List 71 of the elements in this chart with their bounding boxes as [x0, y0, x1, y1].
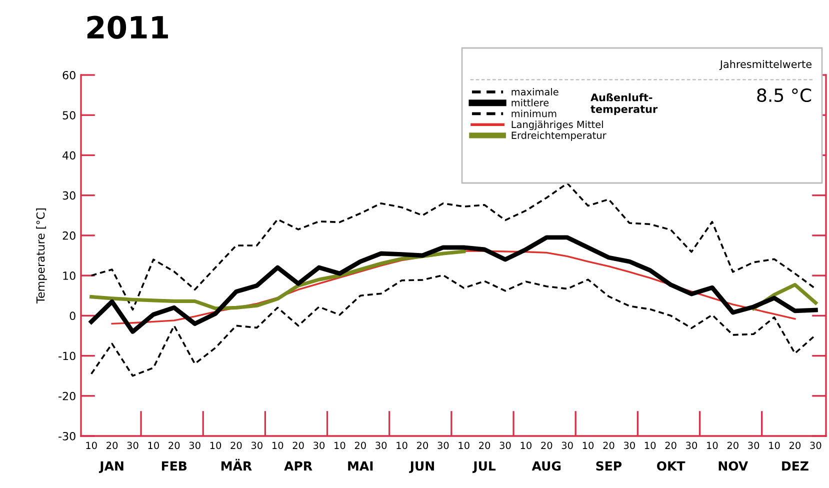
- line-series: [90, 182, 817, 311]
- line-series: [89, 235, 818, 334]
- x-tick-label: 10: [210, 442, 222, 450]
- text: OKT: [656, 461, 686, 471]
- x-tick-label: 30: [810, 442, 822, 450]
- text: DEZ: [782, 461, 808, 470]
- y-axis-title: Temperature [°C]: [36, 208, 47, 304]
- y-tick-label: 10: [63, 272, 76, 280]
- x-tick-label: 20: [230, 442, 242, 450]
- x-tick-label: 10: [148, 442, 159, 450]
- text: NOV: [718, 461, 748, 471]
- legend-label: maximale: [512, 88, 558, 96]
- annotation: 8.5 °C: [757, 88, 812, 102]
- y-tick-label: 30: [62, 191, 76, 200]
- x-tick-label: 10: [458, 442, 470, 450]
- x-tick-label: 10: [396, 442, 408, 450]
- x-tick-label: 10: [707, 442, 718, 450]
- line-series: [90, 274, 817, 377]
- x-tick-label: 10: [520, 442, 532, 450]
- y-tick-label: -30: [58, 432, 76, 440]
- legend-label: mittlere: [512, 98, 549, 106]
- x-tick-label: 10: [86, 442, 97, 450]
- x-tick-label: 10: [272, 442, 284, 450]
- text: FEB: [162, 461, 187, 470]
- x-tick-label: 30: [376, 442, 387, 450]
- x-tick-label: 30: [500, 442, 511, 450]
- x-tick-label: 30: [562, 442, 573, 450]
- text: MÄR: [221, 458, 252, 470]
- x-tick-label: 30: [127, 442, 138, 450]
- text: APR: [284, 461, 312, 470]
- text: JAN: [98, 461, 124, 473]
- x-tick-label: 10: [769, 442, 780, 450]
- y-tick-label: -10: [58, 352, 76, 360]
- x-tick-label: 20: [354, 442, 366, 450]
- x-tick-label: 30: [438, 442, 449, 450]
- x-tick-label: 20: [789, 442, 800, 450]
- legend-label: Langjähriges Mittel: [512, 120, 603, 130]
- annotation: Außenluft- temperatur: [590, 93, 658, 115]
- x-tick-label: 30: [314, 442, 325, 450]
- y-tick-label: 0: [70, 312, 76, 320]
- x-tick-label: 10: [644, 442, 656, 450]
- y-tick-label: 50: [62, 111, 76, 120]
- x-tick-label: 20: [292, 442, 304, 450]
- y-tick-label: 40: [62, 151, 76, 160]
- chart-title: 2011: [87, 16, 168, 39]
- legend-label: Erdreichtemperatur: [512, 131, 606, 141]
- legend-label: minimum: [512, 110, 556, 118]
- y-tick-label: -20: [58, 392, 76, 400]
- x-tick-label: 20: [106, 442, 118, 450]
- text: MAI: [348, 461, 373, 470]
- legend-title: Jahresmittelwerte: [719, 60, 812, 70]
- text: JUN: [409, 461, 434, 473]
- x-tick-label: 20: [727, 442, 738, 450]
- x-tick-label: 30: [189, 442, 200, 450]
- x-tick-label: 20: [665, 442, 676, 450]
- x-tick-label: 20: [168, 442, 180, 450]
- x-tick-label: 30: [251, 442, 262, 450]
- x-tick-label: 20: [479, 442, 490, 450]
- x-tick-label: 20: [416, 442, 428, 450]
- y-tick-label: 20: [62, 231, 76, 240]
- x-tick-label: 30: [748, 442, 760, 450]
- text: JUL: [472, 461, 496, 473]
- x-tick-label: 30: [624, 442, 635, 450]
- x-tick-label: 10: [334, 442, 346, 450]
- x-tick-label: 20: [603, 442, 614, 450]
- y-tick-label: 60: [62, 70, 76, 80]
- text: AUG: [532, 461, 561, 471]
- text: SEP: [596, 461, 622, 471]
- x-tick-label: 10: [582, 442, 594, 450]
- x-tick-label: 20: [541, 442, 552, 450]
- x-tick-label: 30: [686, 442, 698, 450]
